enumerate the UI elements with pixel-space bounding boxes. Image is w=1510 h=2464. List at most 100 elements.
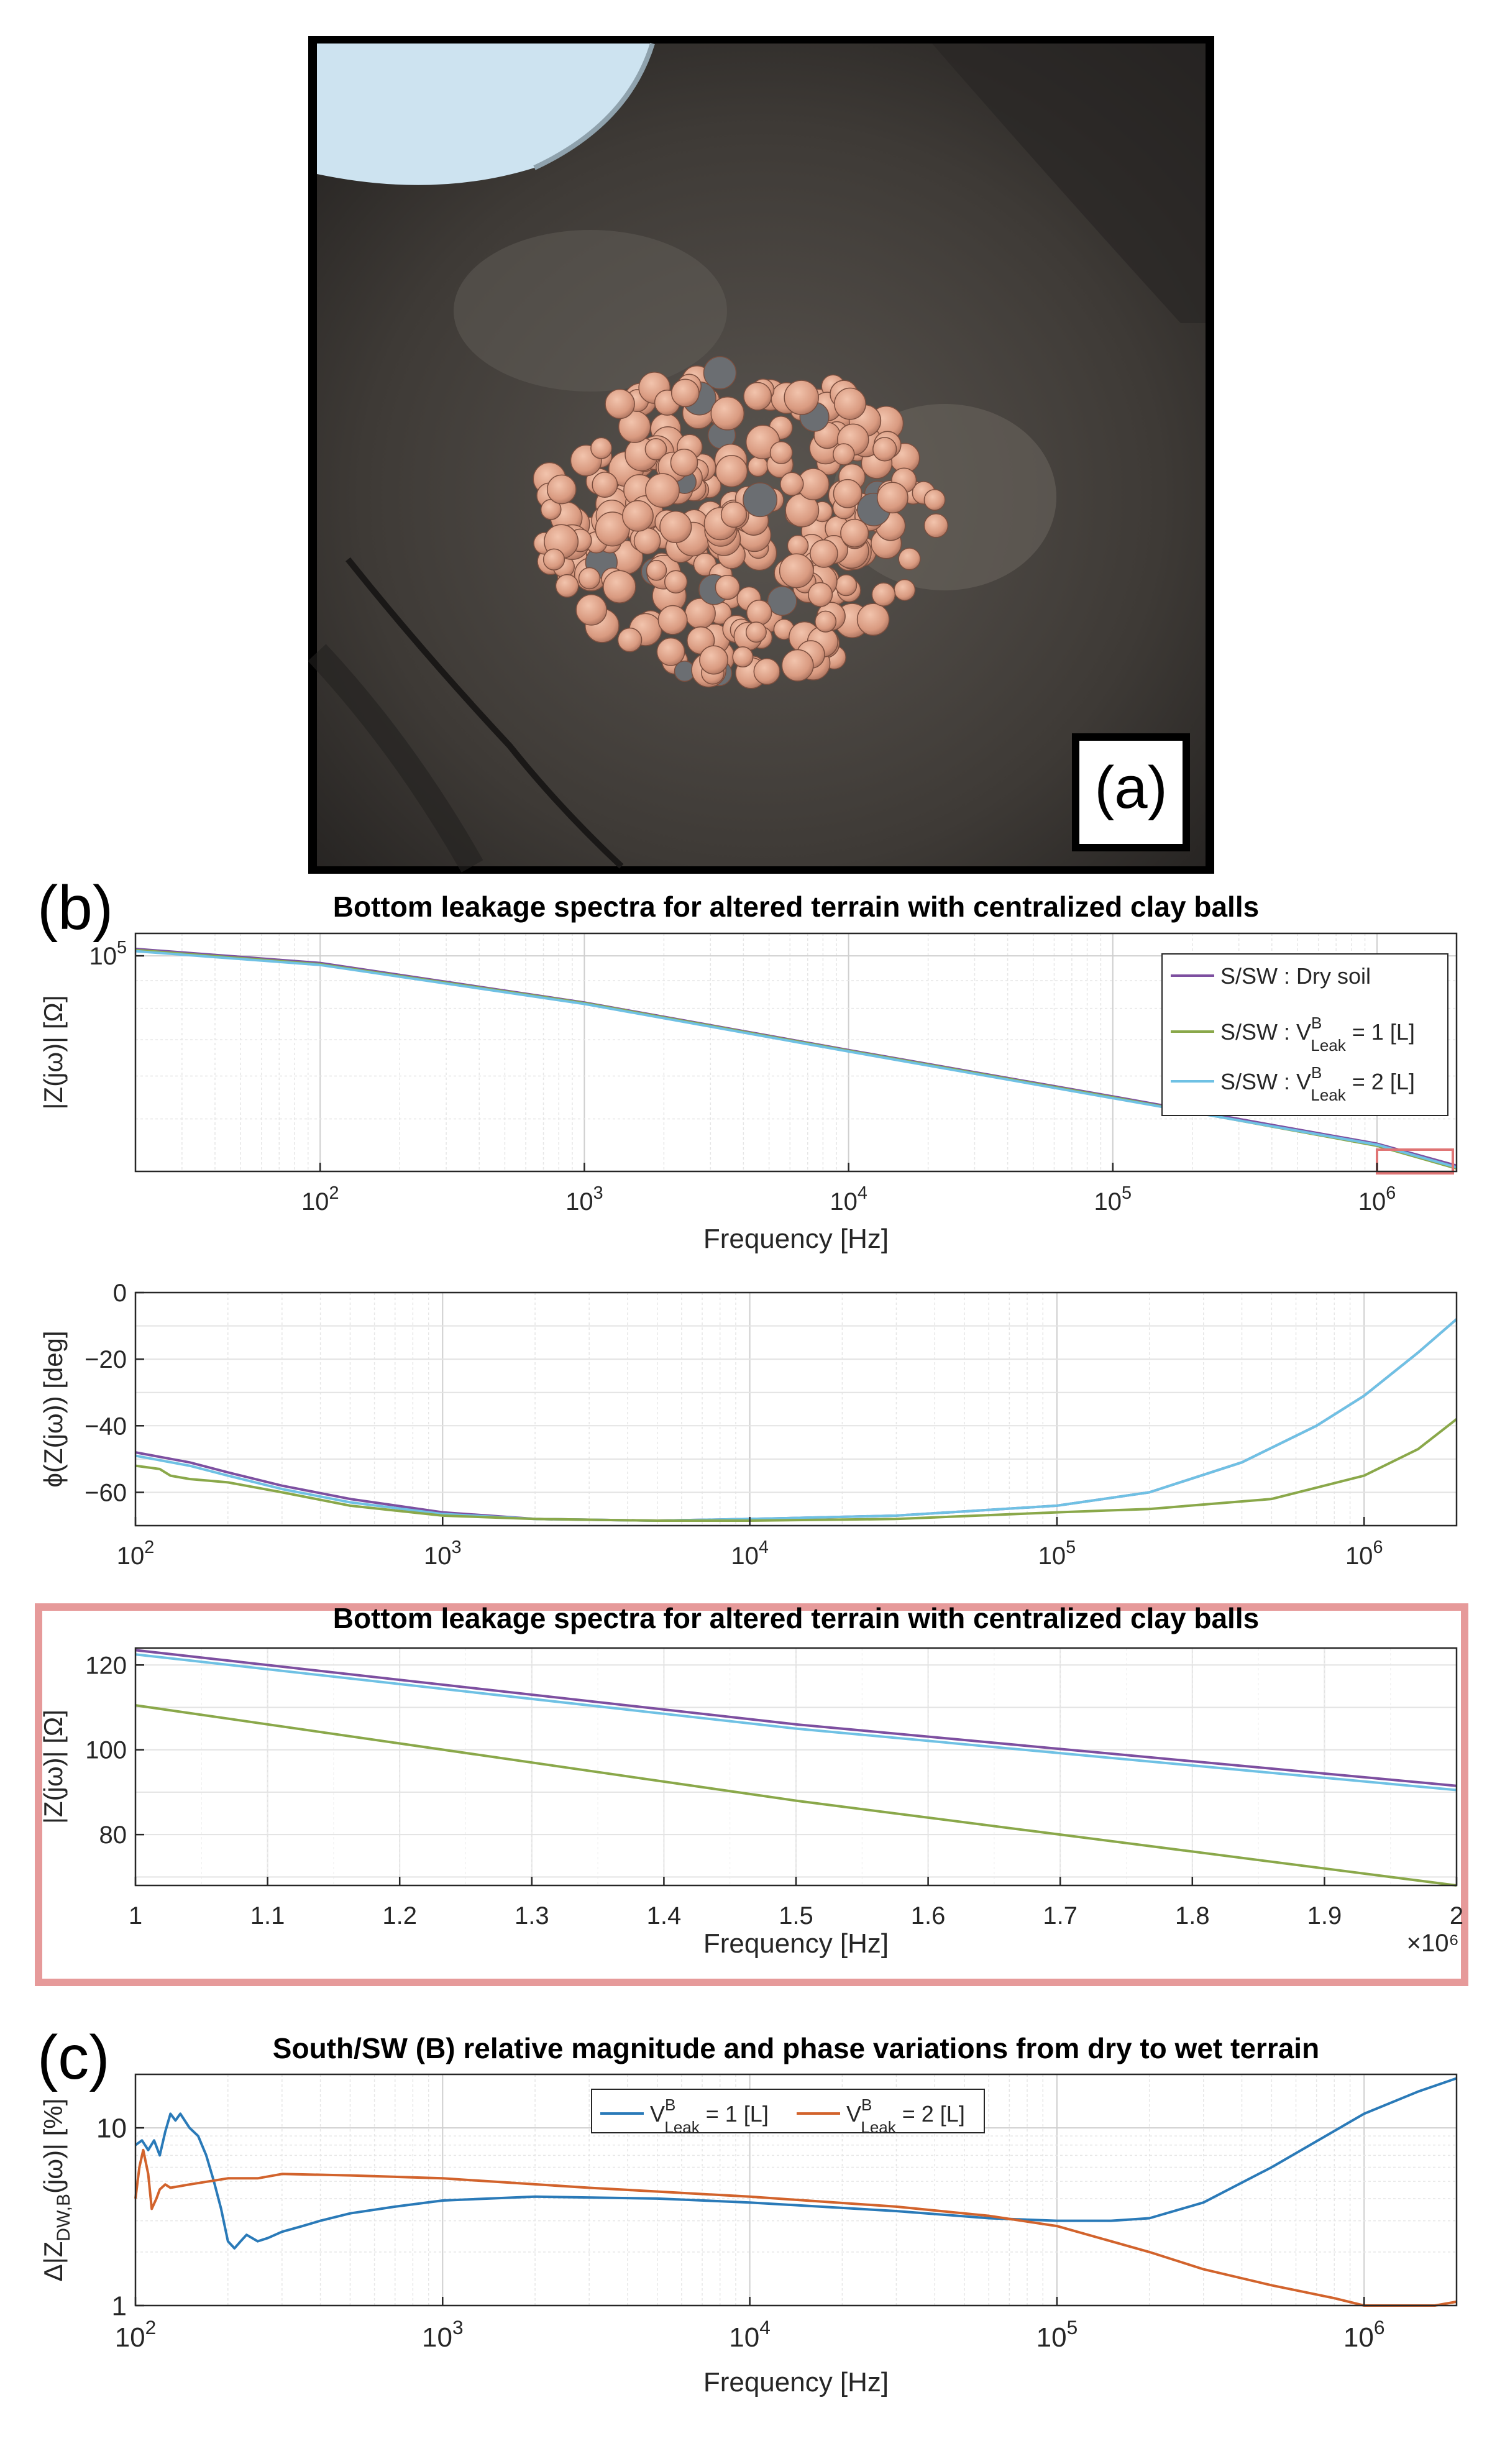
zoom-frame	[35, 1603, 1468, 1986]
clay-ball	[745, 621, 767, 643]
clay-ball	[670, 378, 700, 408]
x-tick-label: 104	[830, 1183, 867, 1216]
clay-ball	[644, 438, 667, 460]
clay-ball	[746, 600, 772, 626]
y-ticks: 105	[89, 938, 144, 970]
clay-ball	[743, 382, 772, 411]
clay-ball	[590, 437, 613, 459]
clay-ball	[715, 455, 748, 488]
y-ticks: 80 100 120	[85, 1652, 144, 1849]
y-tick-label: −60	[85, 1479, 127, 1506]
x-tick-label: 1.7	[1043, 1902, 1078, 1930]
chart-b1: 102 103 104 105 106 105 Bottom leakage spectra…	[39, 891, 1458, 1254]
legend-entry: VB Leak = 2 [L]	[846, 2095, 965, 2137]
clay-ball	[646, 560, 667, 581]
y-axis-label: |Z(jω)| [Ω]	[39, 1710, 68, 1824]
clay-ball	[670, 449, 698, 477]
legend-entry: VB Leak = 1 [L]	[650, 2095, 769, 2137]
clay-ball	[833, 479, 863, 508]
series-group	[134, 2077, 1457, 2307]
y-axis-label: Δ|ZDW,B(jω)| [%]	[39, 2099, 74, 2282]
clay-ball	[592, 472, 618, 498]
x-tick-label: 102	[301, 1183, 339, 1216]
y-tick-label: −40	[85, 1413, 127, 1440]
plot-area	[135, 1293, 1457, 1526]
x-tick-label: 1.2	[382, 1902, 417, 1930]
series-group	[135, 1649, 1457, 1887]
clay-ball	[656, 637, 685, 666]
rock	[767, 586, 797, 616]
clay-ball	[645, 473, 680, 508]
clay-ball	[815, 610, 837, 633]
x-tick-label: 102	[117, 1537, 155, 1570]
x-axis-label: Frequency [Hz]	[703, 2367, 889, 2398]
series-line-3	[135, 1418, 1458, 1522]
legend-box	[591, 2089, 985, 2133]
x-tick-label: 105	[1038, 1537, 1076, 1570]
x-ticks: 102 103 104 105 106	[115, 2297, 1385, 2353]
clay-ball	[659, 510, 692, 543]
axes-box	[134, 1291, 1458, 1527]
clay-ball	[833, 443, 855, 465]
x-tick-label: 105	[1094, 1183, 1132, 1216]
x-tick-label: 1	[129, 1902, 142, 1930]
x-tick-label: 1.3	[515, 1902, 549, 1930]
y-axis-label: ϕ(Z(jω)) [deg]	[39, 1330, 68, 1487]
y-tick-label: 1	[112, 2291, 127, 2321]
panel-a-photo: (a)	[308, 36, 1214, 874]
series-line-2	[134, 2148, 1457, 2307]
y-tick-label: 10	[96, 2113, 127, 2143]
y-axis-label: |Z(jω)| [Ω]	[39, 996, 68, 1110]
y-tick-label: 100	[85, 1737, 127, 1764]
clay-ball	[753, 658, 780, 685]
clay-ball	[542, 548, 565, 570]
clay-ball	[784, 380, 819, 415]
clay-ball	[575, 594, 607, 626]
clay-ball	[781, 649, 814, 682]
legend: VB Leak = 1 [L] VB Leak = 2 [L]	[591, 2089, 985, 2137]
clay-ball	[840, 518, 869, 547]
clay-ball	[664, 570, 688, 594]
rock	[703, 356, 737, 390]
x-tick-label: 1.4	[647, 1902, 682, 1930]
series-group	[135, 947, 1457, 1170]
clay-ball	[808, 582, 833, 607]
y-ticks: 1 10	[96, 2113, 144, 2321]
x-tick-label: 103	[565, 1183, 603, 1216]
chart-b2: 102 103 104 105 106 0 −20 −40 −60 ϕ(Z(jω)) [deg]	[39, 1280, 1458, 1570]
chart-title: Bottom leakage spectra for altered terra…	[333, 1602, 1259, 1634]
y-tick-label: 0	[113, 1280, 127, 1307]
chart-b3: 1 1.1 1.2 1.3 1.4 1.5 1.6 1.7 1.8 1.9 2 80 100 120 Bot…	[39, 1602, 1463, 1959]
y-tick-label: 80	[99, 1821, 127, 1849]
clay-ball	[787, 534, 809, 557]
clay-ball	[923, 488, 946, 511]
rock	[743, 482, 778, 518]
clay-ball	[699, 645, 729, 675]
axes-box	[134, 932, 1458, 1173]
legend: S/SW : Dry soil S/SW : VB Leak = 1 [L] S/SW…	[1161, 953, 1448, 1116]
y-tick-label: 105	[89, 938, 127, 970]
series-line-1	[135, 1649, 1457, 1787]
y-tick-label: −20	[85, 1346, 127, 1373]
clay-ball	[732, 646, 754, 668]
chart-title: South/SW (B) relative magnitude and phas…	[273, 2032, 1319, 2064]
x-multiplier: ×10⁶	[1407, 1930, 1459, 1957]
clay-ball	[546, 474, 577, 505]
x-ticks: 1 1.1 1.2 1.3 1.4 1.5 1.6 1.7 1.8 1.9 2	[129, 1877, 1463, 1930]
gridlines	[135, 1648, 1457, 1885]
x-tick-label: 2	[1450, 1902, 1463, 1930]
clay-ball	[894, 579, 916, 601]
legend-box	[1161, 953, 1448, 1116]
clay-ball	[715, 574, 740, 600]
clay-ball	[605, 388, 635, 419]
clay-ball	[923, 513, 949, 538]
clay-ball	[603, 570, 636, 603]
x-tick-label: 106	[1343, 2316, 1385, 2353]
x-ticks: 102 103 104 105 106	[117, 1517, 1383, 1570]
clay-ball	[720, 501, 748, 528]
clay-ball	[555, 574, 579, 598]
clay-ball	[769, 441, 793, 464]
x-tick-label: 1.9	[1307, 1902, 1342, 1930]
